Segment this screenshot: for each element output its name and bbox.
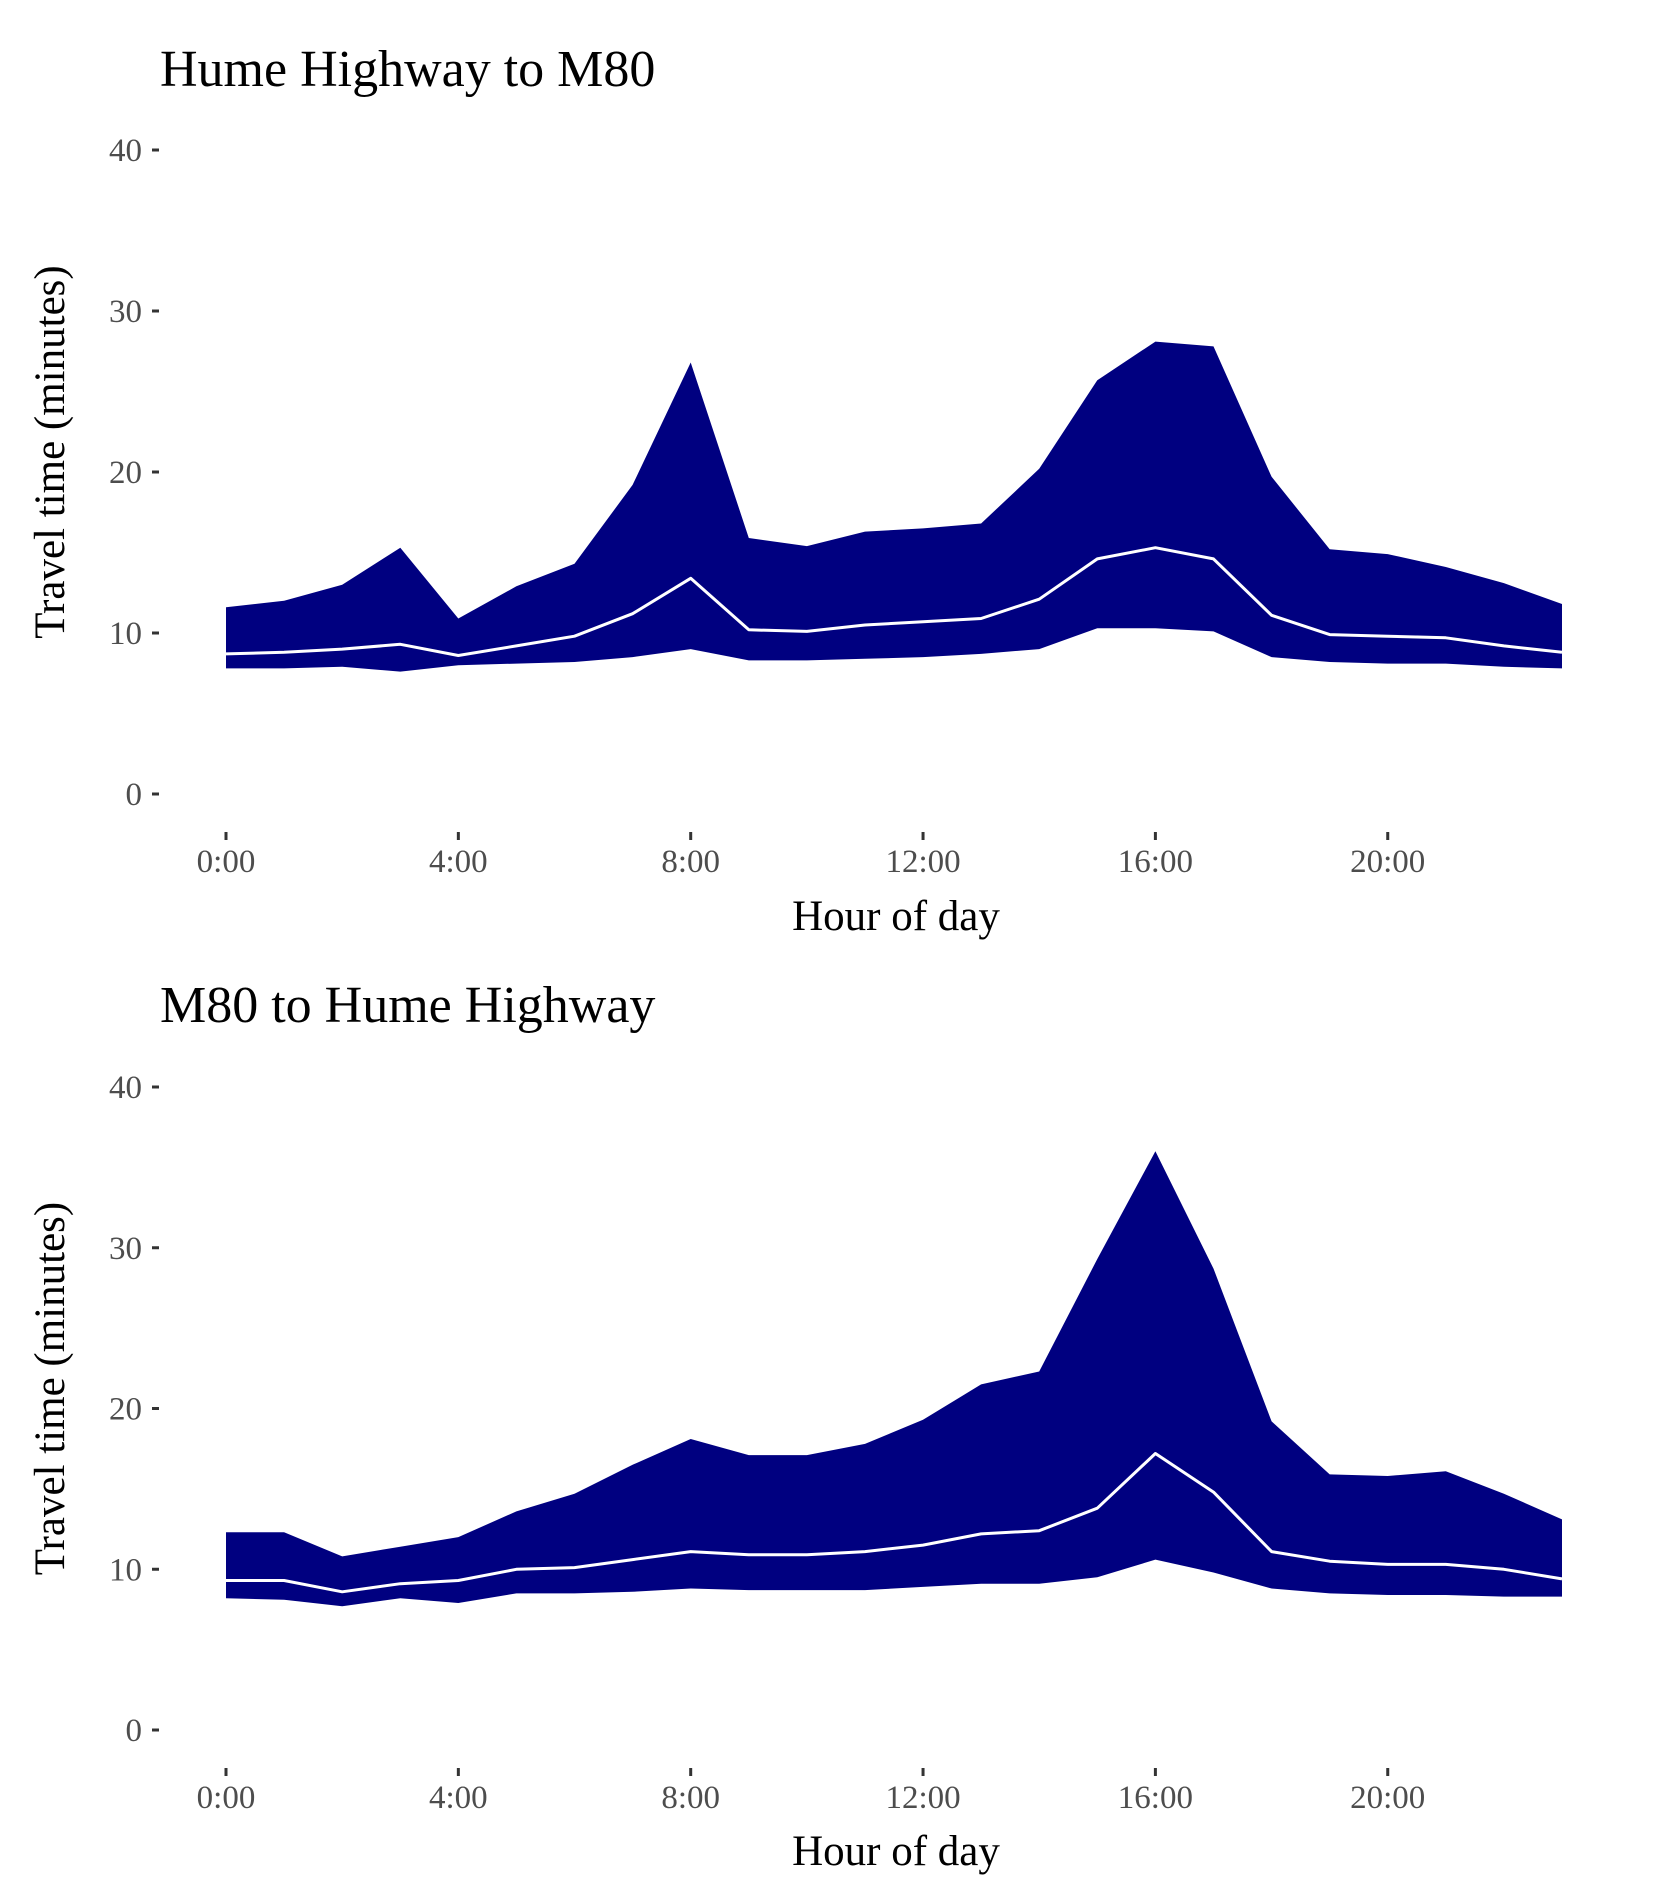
y-axis-title: Travel time (minutes) [27, 1202, 74, 1575]
x-tick-label: 4:00 [429, 844, 488, 880]
range-band-area [226, 1151, 1562, 1607]
y-tick-label: 30 [109, 294, 142, 330]
x-tick-label: 20:00 [1350, 844, 1425, 880]
chart-panel-1: Hume Highway to M80 0 10 20 30 40 0:00 4:00 8:00… [27, 41, 1563, 940]
y-tick-label: 10 [109, 616, 142, 652]
y-tick-label: 30 [109, 1231, 142, 1267]
x-tick-label: 16:00 [1118, 1780, 1193, 1816]
x-tick-label: 0:00 [197, 844, 256, 880]
y-tick-label: 20 [109, 455, 142, 491]
x-tick-label: 8:00 [661, 844, 720, 880]
x-axis-title: Hour of day [792, 1828, 1000, 1875]
median-line [225, 546, 1563, 657]
x-tick-label: 0:00 [197, 1780, 256, 1816]
y-tick-label: 0 [126, 777, 143, 813]
range-band-area [226, 341, 1562, 672]
x-axis-title: Hour of day [792, 893, 1000, 940]
x-tick-label: 4:00 [429, 1780, 488, 1816]
y-tick-label: 40 [109, 1070, 142, 1106]
y-tick-label: 40 [109, 133, 142, 169]
x-tick-label: 12:00 [885, 844, 960, 880]
x-tick-label: 12:00 [885, 1780, 960, 1816]
x-tick-label: 8:00 [661, 1780, 720, 1816]
chart-title: M80 to Hume Highway [160, 977, 655, 1034]
x-tick-label: 16:00 [1118, 844, 1193, 880]
x-tick-label: 20:00 [1350, 1780, 1425, 1816]
y-tick-label: 20 [109, 1392, 142, 1428]
y-tick-label: 10 [109, 1552, 142, 1588]
median-line [226, 1452, 1563, 1594]
y-axis-title: Travel time (minutes) [27, 265, 74, 638]
y-tick-label: 0 [126, 1713, 143, 1749]
chart-panel-2: M80 to Hume Highway 0 10 20 30 40 0:00 4:00 8:00… [27, 977, 1563, 1875]
chart-title: Hume Highway to M80 [160, 41, 655, 98]
